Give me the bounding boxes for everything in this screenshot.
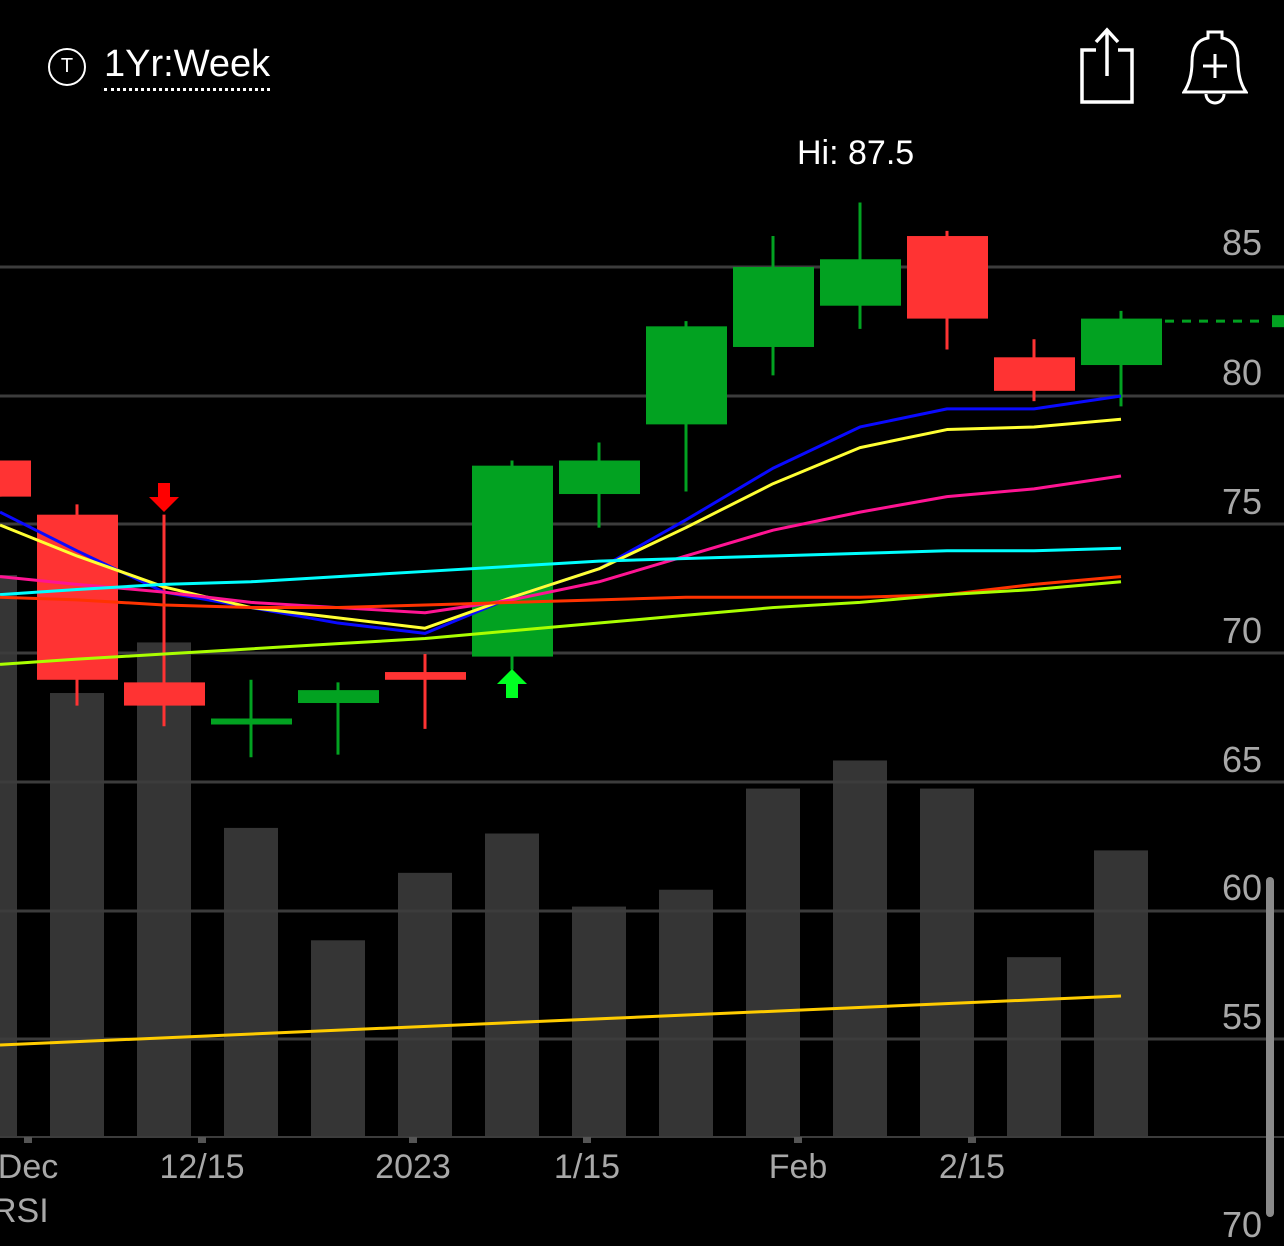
buy-signal-arrow-icon bbox=[497, 669, 527, 698]
x-axis-label: 2/15 bbox=[938, 1148, 1006, 1186]
share-button[interactable] bbox=[1080, 24, 1136, 111]
period-label[interactable]: 1Yr:Week bbox=[104, 42, 271, 91]
volume-bar bbox=[0, 575, 17, 1137]
volume-bar bbox=[1007, 957, 1061, 1137]
volume-bar bbox=[398, 872, 452, 1137]
x-axis-label: 12/15 bbox=[159, 1148, 245, 1186]
y-axis-label: 80 bbox=[1221, 352, 1262, 393]
moving-average-line bbox=[0, 546, 1122, 597]
y-axis-label: 75 bbox=[1221, 481, 1262, 522]
candle-body bbox=[37, 514, 118, 680]
candle-body bbox=[298, 690, 379, 704]
x-axis-tick bbox=[968, 1137, 976, 1143]
y-axis-label: 85 bbox=[1221, 222, 1262, 263]
volume-bar bbox=[572, 906, 626, 1137]
x-axis-tick bbox=[794, 1137, 802, 1143]
candle-body bbox=[0, 460, 31, 497]
volume-bar bbox=[833, 760, 887, 1137]
y-axis-label: 55 bbox=[1221, 996, 1262, 1037]
period-type-badge: T bbox=[48, 47, 86, 86]
x-axis-tick bbox=[198, 1137, 206, 1143]
rsi-pane-label: RSI bbox=[0, 1192, 49, 1230]
moving-average-line bbox=[0, 394, 1122, 635]
moving-average-line bbox=[0, 474, 1122, 615]
moving-average-line bbox=[0, 417, 1122, 630]
volume-average-line bbox=[0, 994, 1122, 1047]
period-selector[interactable]: T 1Yr:Week bbox=[48, 42, 271, 91]
share-icon bbox=[1080, 27, 1134, 104]
candle-body bbox=[385, 672, 466, 680]
x-axis-tick bbox=[409, 1137, 417, 1143]
candle-body bbox=[559, 460, 640, 495]
last-price-marker bbox=[1272, 315, 1284, 328]
y-axis-label: 65 bbox=[1221, 739, 1262, 780]
candle-body bbox=[733, 267, 814, 347]
x-axis-tick bbox=[583, 1137, 591, 1143]
bell-plus-icon bbox=[1181, 30, 1249, 105]
x-axis-label: 1/15 bbox=[553, 1148, 621, 1186]
chart-toolbar: T 1Yr:Week bbox=[0, 0, 1284, 120]
moving-average-line bbox=[0, 580, 1122, 666]
candle-body bbox=[907, 236, 988, 319]
price-chart[interactable] bbox=[0, 0, 1284, 1217]
candle-body bbox=[820, 259, 901, 306]
sell-signal-arrow-icon bbox=[149, 483, 179, 512]
candle-body bbox=[994, 357, 1075, 391]
y-axis-label: 70 bbox=[1221, 610, 1262, 651]
candle-body bbox=[124, 682, 205, 706]
volume-bar bbox=[920, 788, 974, 1137]
volume-bar bbox=[1094, 850, 1148, 1137]
candle-body bbox=[1081, 318, 1162, 366]
x-axis-label: 2023 bbox=[375, 1148, 451, 1186]
high-annotation: Hi: 87.5 bbox=[797, 134, 915, 172]
volume-bar bbox=[224, 827, 278, 1137]
add-alert-button[interactable] bbox=[1181, 24, 1249, 111]
vertical-scrollbar[interactable] bbox=[1266, 877, 1274, 1217]
candle-body bbox=[211, 718, 292, 725]
x-axis-label: Dec bbox=[0, 1148, 59, 1186]
candle-body bbox=[646, 326, 727, 425]
volume-bar bbox=[50, 693, 104, 1137]
x-axis-tick bbox=[24, 1137, 32, 1143]
candle-body bbox=[472, 465, 553, 657]
volume-bar bbox=[485, 833, 539, 1137]
y-axis-label: 60 bbox=[1221, 867, 1262, 908]
y-axis-label: 70 bbox=[1221, 1204, 1262, 1245]
volume-bar bbox=[746, 788, 800, 1137]
x-axis-label: Feb bbox=[768, 1148, 828, 1186]
